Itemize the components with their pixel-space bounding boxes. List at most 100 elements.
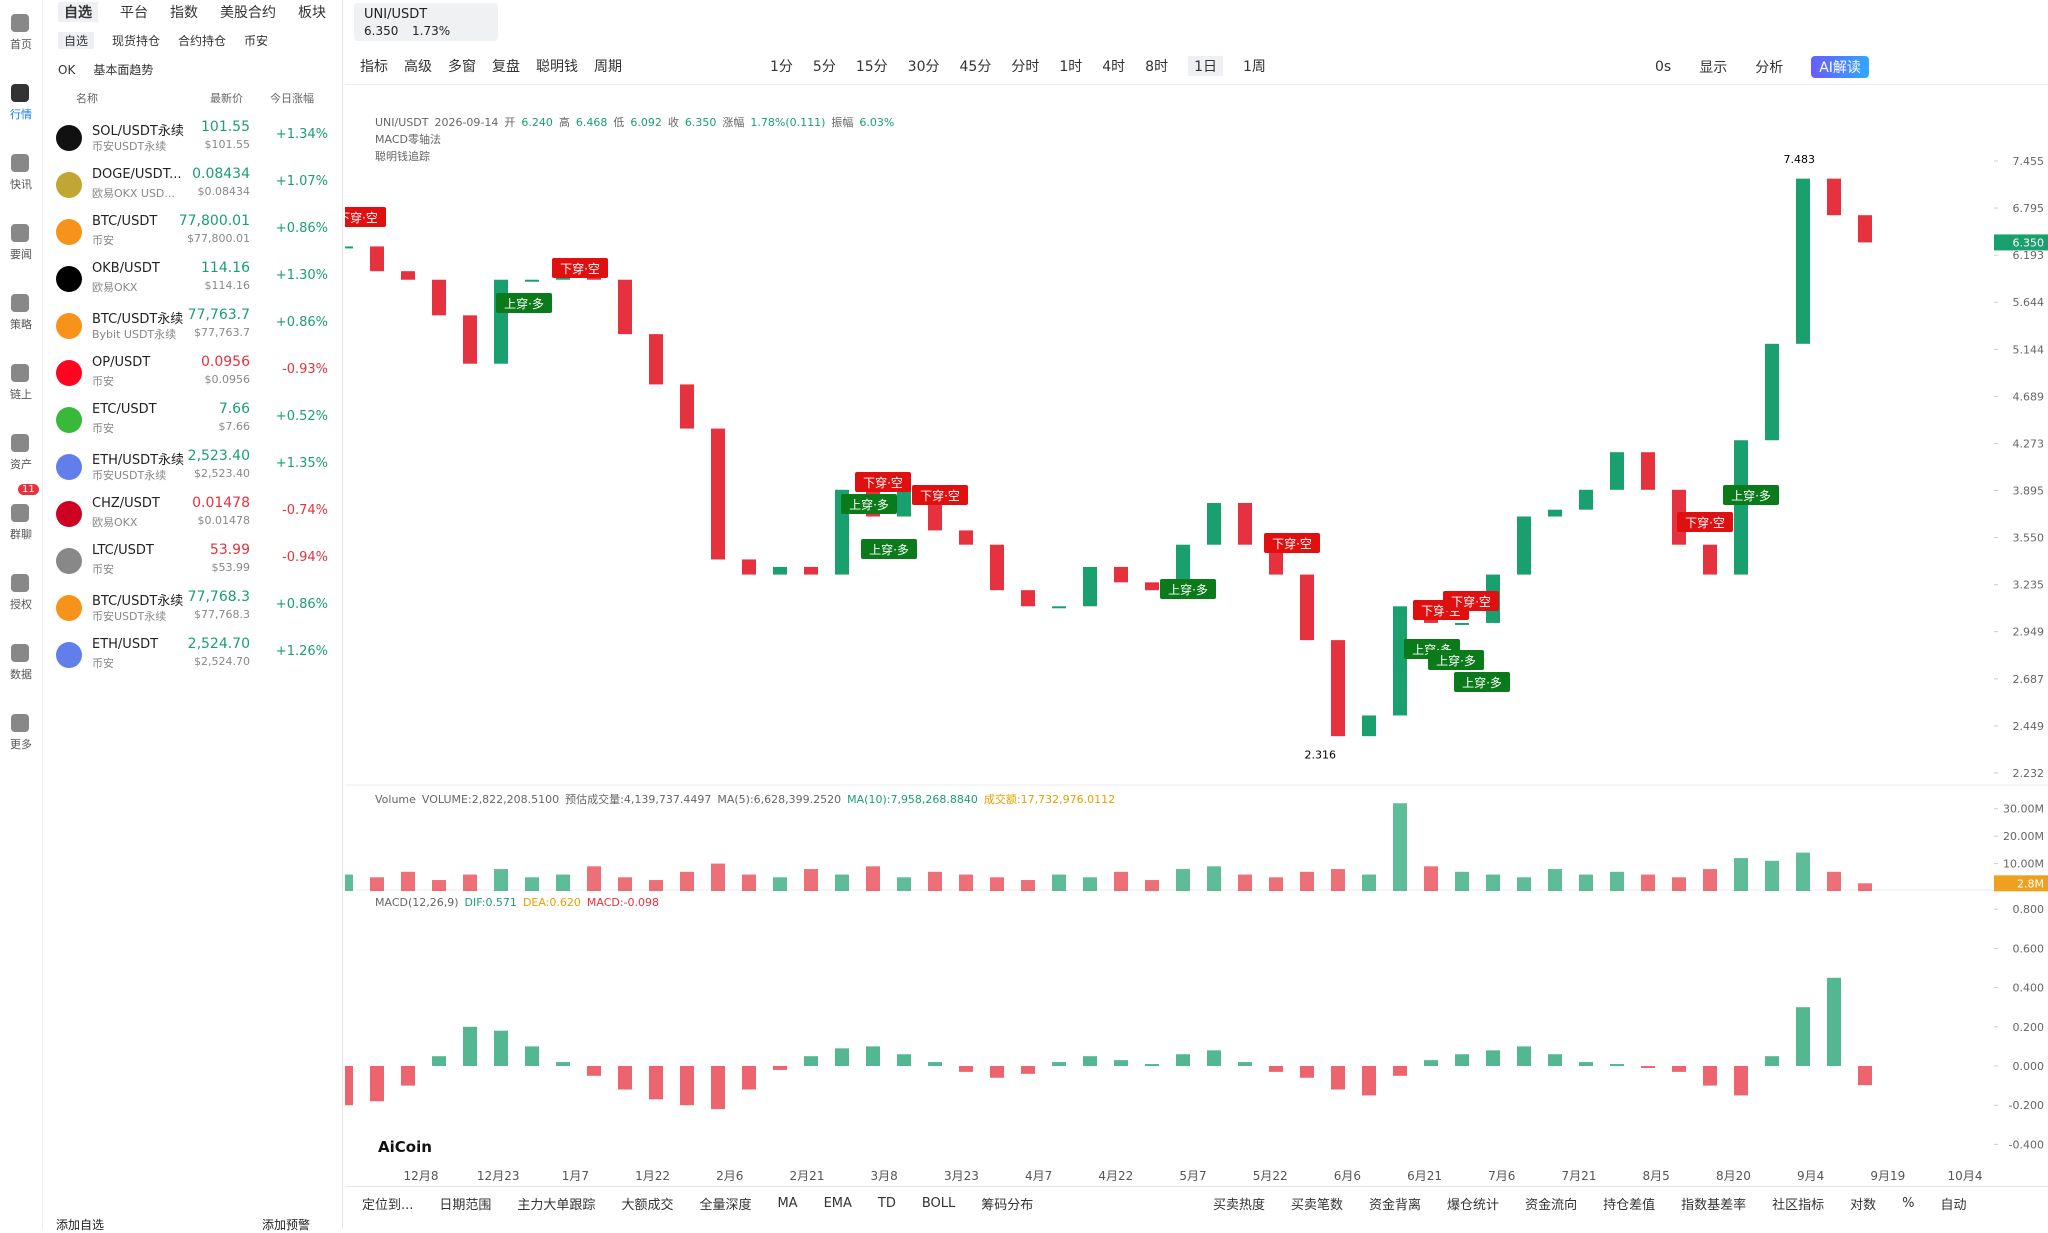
bottom-button[interactable]: 自动 bbox=[1940, 1198, 1967, 1213]
tool-button[interactable]: 1日 bbox=[1188, 56, 1224, 76]
watch-subtab[interactable]: 币安 bbox=[244, 34, 269, 48]
divider bbox=[345, 84, 2048, 85]
watch-filter[interactable]: 基本面趋势 bbox=[93, 63, 154, 77]
bottom-button[interactable]: 日期范围 bbox=[439, 1198, 492, 1213]
watch-tab[interactable]: 自选 bbox=[58, 2, 98, 22]
macd-bar bbox=[370, 1066, 384, 1102]
usd-price: $2,523.40 bbox=[194, 467, 250, 480]
watch-subtab[interactable]: 自选 bbox=[58, 32, 95, 49]
bottom-button[interactable]: MA bbox=[777, 1196, 798, 1211]
bottom-button[interactable]: 全量深度 bbox=[699, 1198, 752, 1213]
bottom-button[interactable]: 社区指标 bbox=[1772, 1198, 1825, 1213]
watch-row[interactable]: BTC/USDT永续 Bybit USDT永续 77,763.7 $77,763.7 +… bbox=[42, 304, 342, 351]
tool-button[interactable]: 高级 bbox=[404, 59, 432, 75]
bottom-button[interactable]: 大额成交 bbox=[621, 1198, 674, 1213]
nav-item[interactable]: 链上 bbox=[10, 388, 32, 401]
nav-item[interactable]: 首页 bbox=[10, 38, 32, 51]
tool-button[interactable]: 复盘 bbox=[492, 59, 520, 75]
nav-item[interactable]: 要闻 bbox=[10, 248, 32, 261]
watch-row[interactable]: CHZ/USDT 欧易OKX 0.01478 $0.01478 -0.74% bbox=[42, 492, 342, 539]
bottom-button[interactable]: 资金流向 bbox=[1525, 1198, 1578, 1213]
watch-row[interactable]: SOL/USDT永续 币安USDT永续 101.55 $101.55 +1.34% bbox=[42, 116, 342, 163]
tool-button[interactable]: 1周 bbox=[1243, 59, 1266, 75]
watch-filter[interactable]: OK bbox=[58, 62, 76, 77]
usd-price: $77,800.01 bbox=[187, 232, 250, 245]
change: -0.93% bbox=[282, 362, 328, 377]
macd-tick-label: 0.000 bbox=[2013, 1060, 2045, 1073]
watch-tab[interactable]: 平台 bbox=[120, 5, 148, 21]
tool-button[interactable]: 分析 bbox=[1755, 60, 1784, 76]
logo: AiCoin bbox=[378, 1138, 432, 1156]
add-watch[interactable]: 添加自选 bbox=[56, 1218, 105, 1232]
candle bbox=[1362, 715, 1376, 737]
watch-subtab[interactable]: 合约持仓 bbox=[178, 34, 227, 48]
bottom-button[interactable]: 持仓差值 bbox=[1603, 1198, 1656, 1213]
watch-row[interactable]: BTC/USDT永续 币安USDT永续 77,768.3 $77,768.3 +0.86… bbox=[42, 586, 342, 633]
macd-bar bbox=[1672, 1066, 1686, 1072]
tool-button[interactable]: 8时 bbox=[1145, 59, 1169, 75]
tool-button[interactable]: AI解读 bbox=[1811, 56, 1869, 78]
bottom-button[interactable]: 指数基差率 bbox=[1681, 1198, 1747, 1213]
tool-button[interactable]: 显示 bbox=[1699, 60, 1728, 76]
watch-tab[interactable]: 美股合约 bbox=[220, 5, 276, 21]
nav-item[interactable]: 策略 bbox=[10, 318, 32, 331]
exchange: 币安USDT永续 bbox=[92, 610, 167, 623]
watch-row[interactable]: ETC/USDT 币安 7.66 $7.66 +0.52% bbox=[42, 398, 342, 445]
volume-bar bbox=[1734, 858, 1748, 891]
tool-button[interactable]: 多窗 bbox=[448, 59, 476, 75]
price-tick-label: 3.550 bbox=[2013, 532, 2045, 545]
watch-subtab[interactable]: 现货持仓 bbox=[112, 34, 161, 48]
bottom-button[interactable]: 资金背离 bbox=[1369, 1198, 1422, 1213]
tool-button[interactable]: 聪明钱 bbox=[536, 59, 578, 75]
symbol-tab[interactable]: UNI/USDT 6.350 1.73% bbox=[354, 3, 498, 41]
coin-icon bbox=[56, 501, 82, 527]
bottom-button[interactable]: EMA bbox=[823, 1196, 852, 1211]
nav-item[interactable]: 快讯 bbox=[10, 178, 32, 191]
tool-button[interactable]: 周期 bbox=[594, 59, 622, 75]
bottom-button[interactable]: 买卖笔数 bbox=[1291, 1198, 1344, 1213]
volume-bar bbox=[649, 880, 663, 891]
signal-box bbox=[861, 539, 917, 559]
signal-box bbox=[552, 258, 608, 278]
bottom-button[interactable]: 定位到... bbox=[362, 1198, 414, 1213]
watch-row[interactable]: BTC/USDT 币安 77,800.01 $77,800.01 +0.86% bbox=[42, 210, 342, 257]
nav-item[interactable]: 群聊 bbox=[10, 528, 32, 541]
volume-bar bbox=[1269, 877, 1283, 891]
bottom-button[interactable]: 主力大单跟踪 bbox=[517, 1198, 596, 1213]
watch-tab[interactable]: 板块 bbox=[298, 5, 326, 21]
tool-button[interactable]: 30分 bbox=[907, 59, 940, 75]
bottom-button[interactable]: 对数 bbox=[1850, 1198, 1877, 1213]
tool-button[interactable]: 4时 bbox=[1102, 59, 1126, 75]
tool-button[interactable]: 分时 bbox=[1011, 59, 1040, 75]
nav-item[interactable]: 更多 bbox=[10, 738, 32, 751]
tool-button[interactable]: 5分 bbox=[812, 59, 836, 75]
add-alert[interactable]: 添加预警 bbox=[262, 1218, 311, 1232]
watch-row[interactable]: ETH/USDT 币安 2,524.70 $2,524.70 +1.26% bbox=[42, 633, 342, 680]
nav-item[interactable]: 数据 bbox=[10, 668, 32, 681]
info-item: 收 bbox=[667, 116, 679, 129]
tool-button[interactable]: 15分 bbox=[855, 59, 888, 75]
bottom-button[interactable]: BOLL bbox=[921, 1196, 956, 1211]
candle bbox=[1827, 178, 1841, 216]
bottom-button[interactable]: % bbox=[1902, 1196, 1915, 1211]
watch-row[interactable]: DOGE/USDT... 欧易OKX USD... 0.08434 $0.08434 +… bbox=[42, 163, 342, 210]
watch-row[interactable]: OKB/USDT 欧易OKX 114.16 $114.16 +1.30% bbox=[42, 257, 342, 304]
nav-item[interactable]: 资产 bbox=[10, 458, 32, 471]
bottom-button[interactable]: 爆仓统计 bbox=[1447, 1198, 1500, 1213]
nav-item[interactable]: 行情 bbox=[10, 108, 32, 121]
tool-button[interactable]: 1时 bbox=[1059, 59, 1083, 75]
tool-button[interactable]: 45分 bbox=[959, 59, 992, 75]
tool-button[interactable]: 1分 bbox=[770, 59, 793, 75]
watch-row[interactable]: LTC/USDT 币安 53.99 $53.99 -0.94% bbox=[42, 539, 342, 586]
watch-row[interactable]: ETH/USDT永续 币安USDT永续 2,523.40 $2,523.40 +1.35… bbox=[42, 445, 342, 492]
bottom-button[interactable]: 买卖热度 bbox=[1213, 1198, 1266, 1213]
watch-row[interactable]: OP/USDT 币安 0.0956 $0.0956 -0.93% bbox=[42, 351, 342, 398]
bottom-button[interactable]: 筹码分布 bbox=[981, 1198, 1034, 1213]
tool-button[interactable]: 指标 bbox=[360, 59, 388, 75]
tool-button[interactable]: 0s bbox=[1655, 59, 1672, 75]
nav-item[interactable]: 授权 bbox=[10, 598, 32, 611]
change: +0.86% bbox=[275, 315, 328, 330]
volume-bar bbox=[1486, 874, 1500, 891]
bottom-button[interactable]: TD bbox=[877, 1196, 896, 1211]
watch-tab[interactable]: 指数 bbox=[170, 5, 198, 21]
